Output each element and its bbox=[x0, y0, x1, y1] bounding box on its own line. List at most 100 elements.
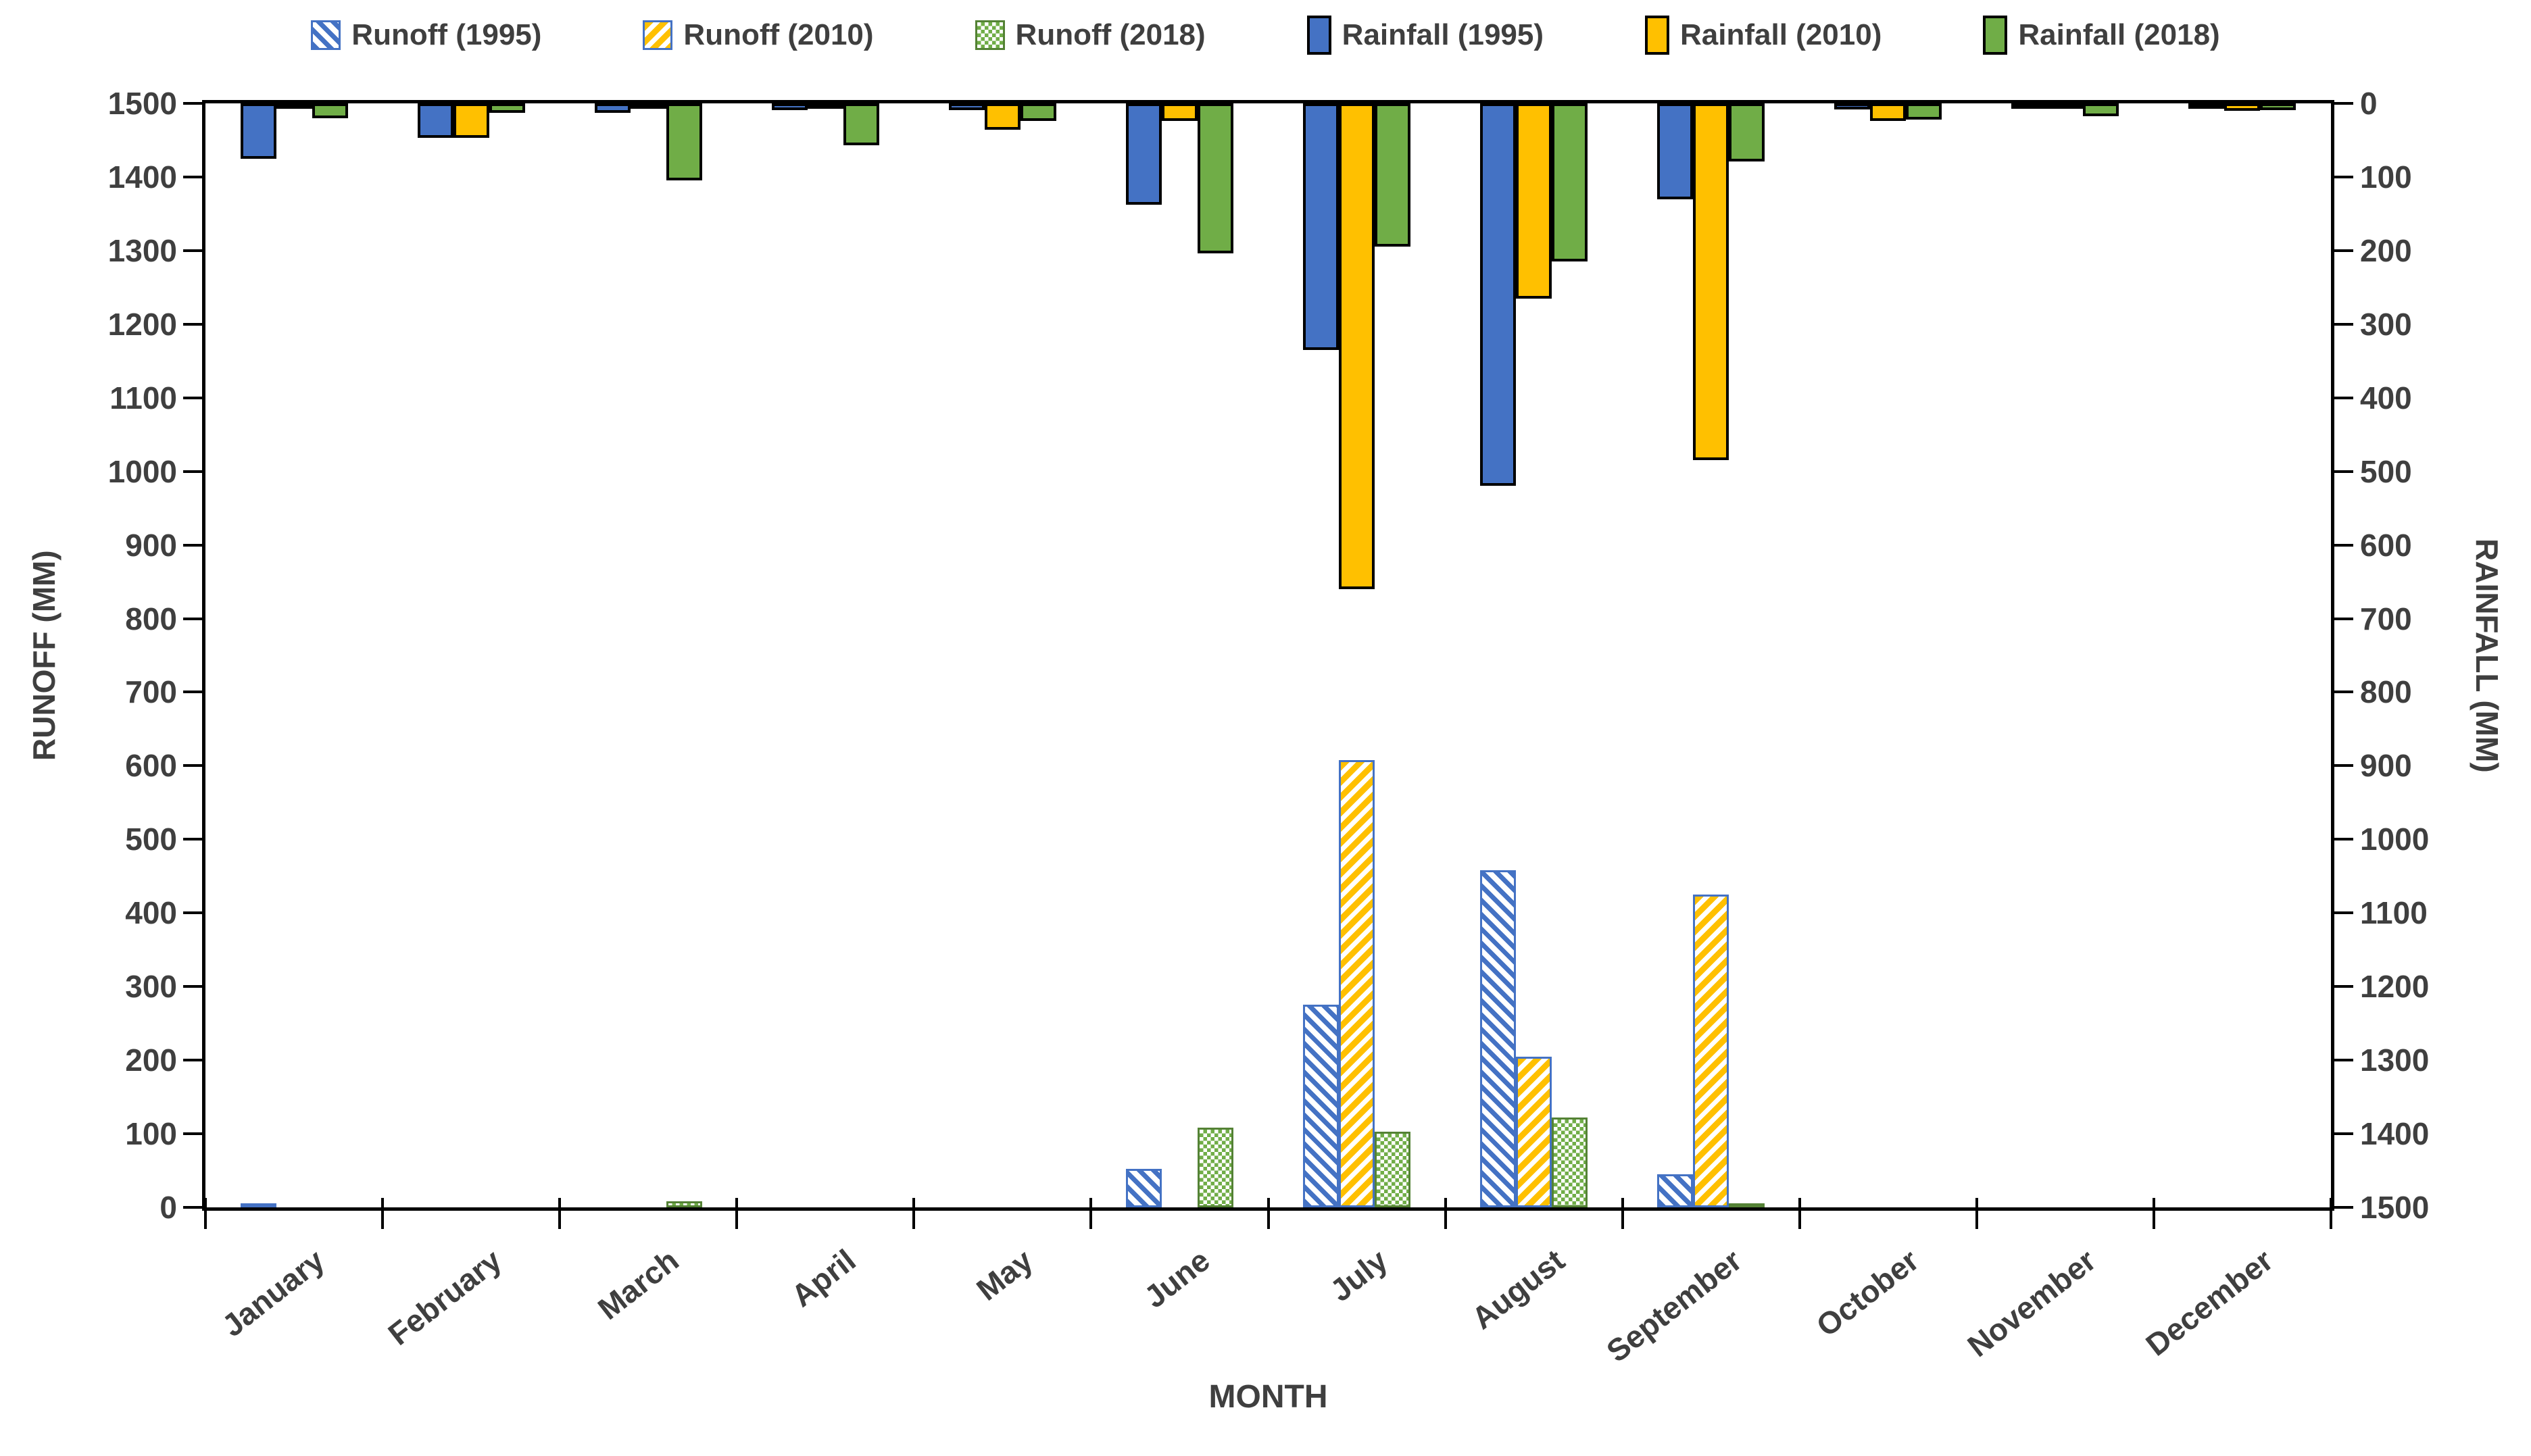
x-axis-category-label: March bbox=[591, 1242, 754, 1326]
bar-rainfall-1995-may bbox=[948, 103, 985, 110]
x-axis-category-label: May bbox=[970, 1242, 1077, 1307]
right-axis-tick bbox=[2334, 1206, 2353, 1209]
left-axis-tick-label: 1200 bbox=[107, 306, 177, 342]
x-axis-category-label: December bbox=[2139, 1242, 2407, 1363]
left-axis-tick-label: 800 bbox=[125, 601, 177, 636]
left-axis-tick-label: 1300 bbox=[107, 232, 177, 268]
right-axis-tick-label: 1200 bbox=[2360, 969, 2430, 1005]
right-axis-tick bbox=[2334, 617, 2353, 620]
left-axis-tick-label: 1000 bbox=[107, 453, 177, 489]
bar-runoff-2018-june bbox=[1197, 1128, 1233, 1207]
bar-runoff-1995-august bbox=[1480, 870, 1517, 1207]
bar-rainfall-1995-june bbox=[1125, 103, 1162, 205]
bar-rainfall-1995-november bbox=[2011, 103, 2048, 109]
left-axis-tick-label: 0 bbox=[159, 1190, 177, 1225]
left-axis-title: RUNOFF (MM) bbox=[26, 550, 62, 761]
right-axis-tick-label: 900 bbox=[2360, 748, 2412, 784]
legend-label: Rainfall (2018) bbox=[2018, 18, 2220, 51]
bar-runoff-2018-july bbox=[1375, 1131, 1411, 1207]
bar-rainfall-1995-august bbox=[1480, 103, 1517, 486]
x-axis-title: MONTH bbox=[1208, 1379, 1328, 1415]
legend-item: Runoff (2010) bbox=[643, 18, 874, 52]
legend-item: Rainfall (2010) bbox=[1645, 16, 1882, 55]
x-axis-category-text: August bbox=[1465, 1242, 1571, 1336]
right-axis-tick bbox=[2334, 249, 2353, 252]
left-axis-tick bbox=[183, 1132, 202, 1136]
bar-rainfall-2018-september bbox=[1729, 103, 1765, 162]
x-axis-tick bbox=[1267, 1198, 1270, 1229]
x-axis-category-label: November bbox=[1961, 1242, 2232, 1363]
bar-runoff-2018-march bbox=[666, 1201, 702, 1207]
right-axis-tick-label: 200 bbox=[2360, 232, 2412, 268]
left-axis-tick-label: 400 bbox=[125, 895, 177, 931]
legend-swatch-rainfall-icon bbox=[1645, 16, 1670, 55]
legend-swatch-runoff-icon bbox=[643, 20, 673, 50]
right-axis-tick-label: 1000 bbox=[2360, 822, 2430, 857]
bar-runoff-2010-august bbox=[1516, 1056, 1552, 1207]
right-axis-tick-label: 1300 bbox=[2360, 1043, 2430, 1078]
bar-rainfall-1995-march bbox=[594, 103, 631, 114]
left-axis-tick bbox=[183, 764, 202, 768]
right-axis-title: RAINFALL (MM) bbox=[2469, 538, 2505, 773]
left-axis-tick bbox=[183, 838, 202, 841]
left-axis-tick-label: 300 bbox=[125, 969, 177, 1005]
left-axis-tick bbox=[183, 396, 202, 399]
x-axis-category-label: July bbox=[1323, 1242, 1434, 1309]
x-axis-tick bbox=[1975, 1198, 1978, 1229]
bar-rainfall-1995-july bbox=[1303, 103, 1340, 350]
left-axis-tick bbox=[183, 543, 202, 547]
bar-rainfall-2010-march bbox=[630, 103, 666, 109]
right-axis-tick bbox=[2334, 985, 2353, 988]
bar-runoff-1995-july bbox=[1303, 1005, 1340, 1207]
x-axis-tick bbox=[1798, 1198, 1801, 1229]
bar-rainfall-1995-january bbox=[240, 103, 276, 159]
legend-label: Runoff (2010) bbox=[683, 18, 874, 51]
left-axis-tick bbox=[183, 1059, 202, 1062]
x-axis-category-text: April bbox=[785, 1242, 862, 1314]
legend-item: Runoff (1995) bbox=[311, 18, 541, 52]
right-axis-tick bbox=[2334, 1059, 2353, 1062]
bar-rainfall-1995-april bbox=[771, 103, 808, 110]
left-axis-tick bbox=[183, 691, 202, 694]
legend-label: Runoff (1995) bbox=[351, 18, 542, 51]
x-axis-category-label: April bbox=[785, 1242, 911, 1313]
bar-runoff-2010-september bbox=[1693, 895, 1729, 1207]
bar-rainfall-2010-january bbox=[276, 103, 312, 109]
bar-rainfall-2018-july bbox=[1375, 103, 1411, 247]
bar-rainfall-2010-september bbox=[1693, 103, 1729, 461]
right-axis-tick bbox=[2334, 102, 2353, 105]
x-axis-tick bbox=[1621, 1198, 1624, 1229]
left-axis-tick-label: 1500 bbox=[107, 86, 177, 121]
right-axis-tick-label: 300 bbox=[2360, 306, 2412, 342]
bar-rainfall-2010-july bbox=[1339, 103, 1375, 589]
x-axis-tick bbox=[735, 1198, 739, 1229]
bar-rainfall-2010-october bbox=[1870, 103, 1907, 122]
right-axis-tick bbox=[2334, 175, 2353, 178]
right-axis-tick bbox=[2334, 1132, 2353, 1136]
right-axis-tick bbox=[2334, 470, 2353, 473]
bar-rainfall-2018-december bbox=[2260, 103, 2296, 110]
right-axis-tick bbox=[2334, 838, 2353, 841]
right-axis-tick-label: 1500 bbox=[2360, 1190, 2430, 1225]
x-axis-category-label: October bbox=[1809, 1242, 2022, 1344]
bar-rainfall-2018-june bbox=[1197, 103, 1233, 254]
legend-item: Rainfall (2018) bbox=[1983, 16, 2220, 55]
bar-rainfall-1995-october bbox=[1834, 103, 1871, 109]
x-axis-category-text: June bbox=[1137, 1242, 1217, 1315]
bar-runoff-2010-july bbox=[1339, 759, 1375, 1207]
left-axis-tick-label: 600 bbox=[125, 748, 177, 784]
left-axis-tick bbox=[183, 617, 202, 620]
x-axis-tick bbox=[204, 1198, 207, 1229]
bar-rainfall-2018-august bbox=[1552, 103, 1588, 262]
left-axis-tick bbox=[183, 911, 202, 915]
legend: Runoff (1995) Runoff (2010) Runoff (2018) R… bbox=[0, 8, 2531, 62]
legend-swatch-runoff-icon bbox=[311, 20, 341, 50]
x-axis-tick bbox=[558, 1198, 562, 1229]
bar-runoff-2018-september bbox=[1729, 1203, 1765, 1207]
bar-rainfall-1995-december bbox=[2188, 103, 2225, 109]
legend-label: Rainfall (2010) bbox=[1680, 18, 1882, 51]
left-axis-tick bbox=[183, 985, 202, 988]
left-axis-tick-label: 900 bbox=[125, 527, 177, 563]
right-axis-tick-label: 100 bbox=[2360, 159, 2412, 195]
